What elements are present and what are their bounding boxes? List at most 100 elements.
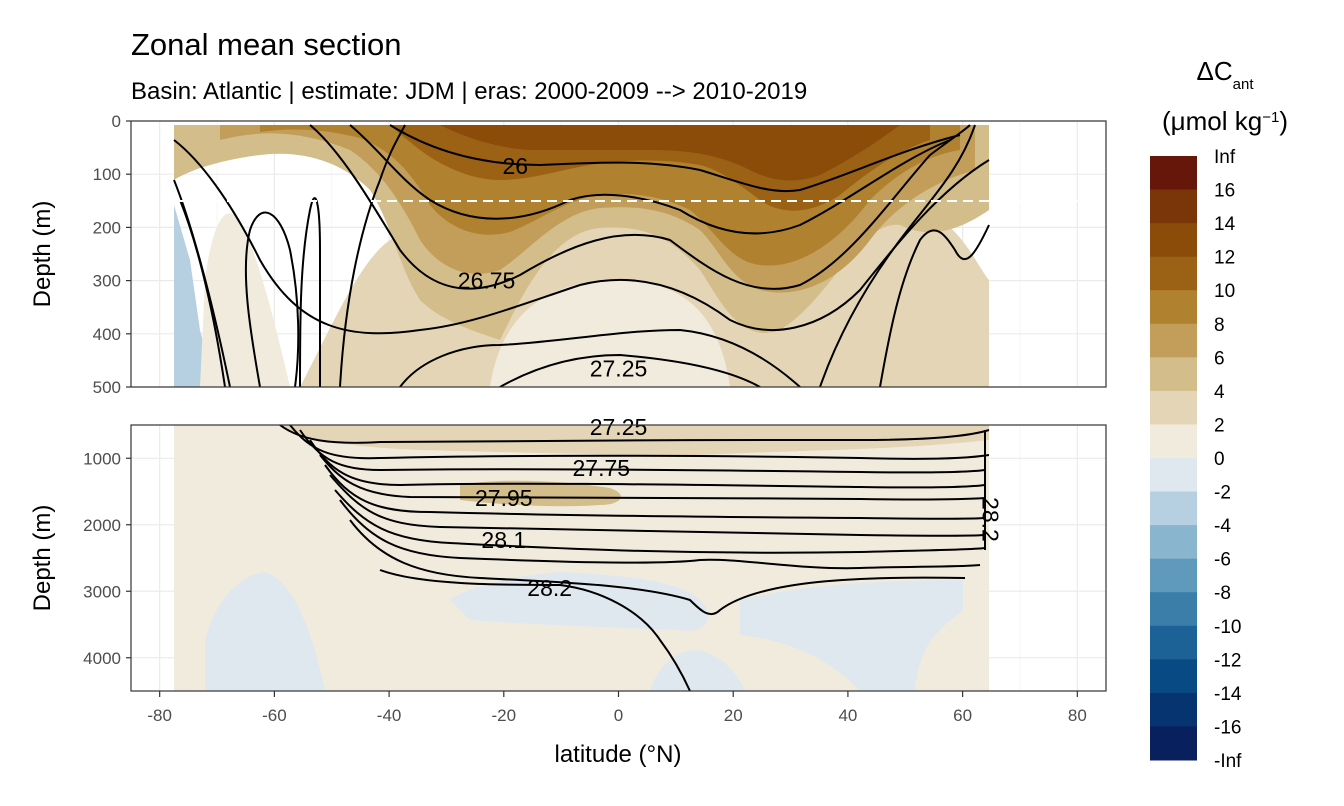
y-tick-label: 4000 [83, 649, 121, 668]
contour-label: 27.25 [590, 355, 648, 381]
legend-label: 16 [1214, 181, 1235, 202]
y-tick-label: 1000 [83, 449, 121, 468]
legend-label: 10 [1214, 281, 1235, 302]
x-tick-label: 20 [724, 706, 743, 725]
legend-label: 14 [1214, 214, 1236, 235]
y-tick-label: 3000 [83, 582, 121, 601]
upper-density-contours [173, 124, 990, 387]
x-tick-label: -80 [147, 706, 172, 725]
contour-line-11 [499, 353, 761, 387]
x-tick-label: 40 [838, 706, 857, 725]
contour-line-17 [309, 439, 986, 489]
legend-swatch [1150, 323, 1197, 358]
legend-label: 12 [1214, 248, 1235, 269]
legend-title: ΔCant [1196, 56, 1254, 93]
legend-label: -12 [1214, 650, 1241, 671]
contour-label: 28.1 [481, 527, 526, 553]
legend-label: Inf [1214, 147, 1236, 168]
contour-label: 26 [502, 153, 528, 179]
contour-label: 26.75 [458, 268, 516, 294]
legend-unit-main: (μmol kg [1162, 106, 1262, 136]
legend-swatch [1150, 558, 1197, 593]
legend-unit-sup: −1 [1262, 109, 1279, 126]
contour-line-8 [299, 197, 322, 387]
field-12-14-upper [440, 125, 900, 181]
contour-line-4 [173, 139, 990, 335]
y-tick-label: 200 [93, 218, 121, 237]
contour-line-3 [309, 124, 971, 290]
contour-line-20 [329, 474, 986, 537]
legend-swatch [1150, 525, 1197, 560]
upper-panel-frame [130, 120, 1107, 388]
contour-line-13 [819, 124, 976, 387]
legend-label: -4 [1214, 516, 1231, 537]
legend-swatch [1150, 491, 1197, 526]
legend-swatch [1150, 256, 1197, 291]
legend-swatch [1150, 659, 1197, 694]
x-ticks: -80 -60 -40 -20 0 20 40 60 80 [147, 691, 1087, 725]
field-negative-north2-lower [740, 580, 963, 691]
y-tick-label: 2000 [83, 516, 121, 535]
x-tick-label: 60 [953, 706, 972, 725]
legend-swatch [1150, 223, 1197, 258]
y-tick-label: 500 [93, 378, 121, 397]
legend-label: -14 [1214, 684, 1242, 705]
legend-unit-end: ) [1279, 106, 1288, 136]
contour-label: 27.75 [573, 455, 631, 481]
legend-label: 8 [1214, 315, 1225, 336]
x-tick-label: 80 [1068, 706, 1087, 725]
legend-swatch [1150, 357, 1197, 392]
contour-line-15 [289, 425, 990, 460]
contour-line-22 [339, 499, 981, 570]
contour-line-10 [399, 328, 801, 387]
legend-title-sub: ant [1233, 76, 1255, 93]
field-0-2-upper [200, 213, 290, 387]
legend-label: -8 [1214, 583, 1231, 604]
legend-swatch [1150, 189, 1197, 224]
contour-line-16 [299, 429, 986, 474]
y-tick-label: 400 [93, 325, 121, 344]
contour-line-6 [179, 199, 226, 387]
contour-line-7 [244, 211, 300, 387]
legend-swatch [1150, 592, 1197, 627]
x-tick-label: 0 [614, 706, 623, 725]
x-tick-label: -60 [262, 706, 287, 725]
x-tick-label: -40 [377, 706, 402, 725]
contour-line-9 [339, 124, 406, 387]
legend-label: -6 [1214, 550, 1231, 571]
legend-swatch [1150, 290, 1197, 325]
contour-line-1 [389, 124, 961, 193]
x-tick-label: -20 [492, 706, 517, 725]
chart-subtitle: Basin: Atlantic | estimate: JDM | eras: … [131, 78, 807, 105]
legend-label: -2 [1214, 483, 1231, 504]
lower-density-contours [279, 425, 990, 691]
legend-title-main: ΔC [1196, 56, 1232, 86]
upper-panel-field [174, 125, 989, 387]
contour-line-14 [279, 425, 990, 444]
legend-label: -16 [1214, 717, 1241, 738]
y-tick-label: 0 [112, 112, 121, 131]
y-tick-label: 100 [93, 165, 121, 184]
field-4-6-lower [460, 480, 621, 507]
y-axis-label-upper: Depth (m) [29, 201, 56, 308]
contour-line-2 [349, 124, 951, 235]
y-ticks-lower: 1000 2000 3000 4000 [83, 449, 131, 668]
contour-label: 27.95 [475, 485, 533, 511]
legend-colorbar: Inf 16 14 12 10 8 6 4 2 0 -2 -4 -6 -8 -10 -12 -14 -16 -Inf [1150, 147, 1242, 772]
field-negative-north-lower [450, 572, 709, 631]
contour-line-24 [379, 569, 691, 691]
legend-label: 0 [1214, 449, 1225, 470]
legend-swatch [1150, 458, 1197, 493]
contour-line-12 [879, 224, 990, 387]
chart-title: Zonal mean section [131, 27, 402, 62]
legend-label: -10 [1214, 617, 1241, 638]
legend-label: 6 [1214, 348, 1225, 369]
legend-swatch [1150, 726, 1197, 761]
legend-swatch [1150, 390, 1197, 425]
legend-swatch [1150, 692, 1197, 727]
field-negative-south-upper [174, 205, 215, 387]
contour-label: 28.2 [978, 497, 1004, 542]
field-negative-south-lower [205, 572, 325, 691]
legend-label: 2 [1214, 415, 1225, 436]
